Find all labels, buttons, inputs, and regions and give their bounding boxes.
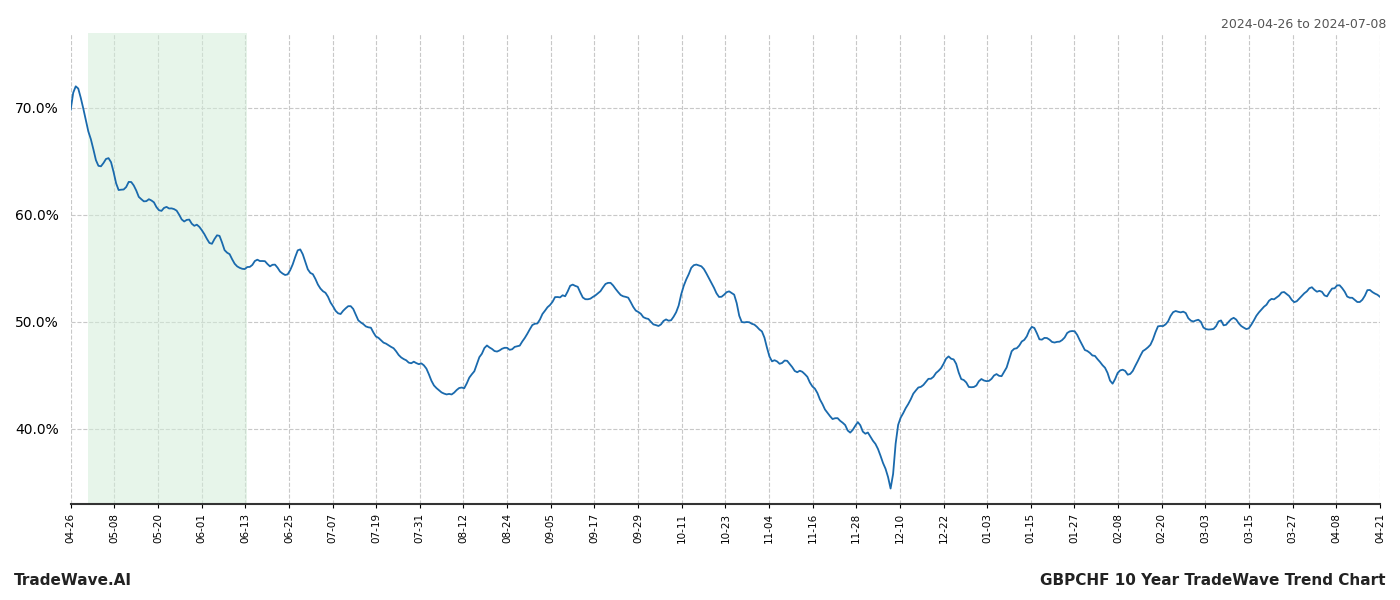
Bar: [88, 33, 248, 504]
Text: TradeWave.AI: TradeWave.AI: [14, 573, 132, 588]
Text: 2024-04-26 to 2024-07-08: 2024-04-26 to 2024-07-08: [1221, 18, 1386, 31]
Text: GBPCHF 10 Year TradeWave Trend Chart: GBPCHF 10 Year TradeWave Trend Chart: [1040, 573, 1386, 588]
